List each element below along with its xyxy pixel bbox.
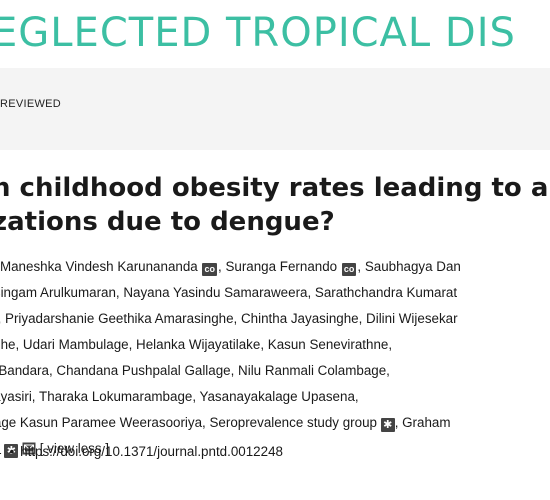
doi-line: 4 • https://doi.org/10.1371/journal.pntd.0… — [0, 444, 283, 459]
group-author-icon[interactable]: ✱ — [380, 418, 395, 432]
author-link[interactable]: , Maneshka Vindesh Karunananda — [0, 259, 198, 274]
journal-title[interactable]: EGLECTED TROPICAL DIS — [0, 10, 516, 56]
doi-link[interactable]: https://doi.org/10.1371/journal.pntd.001… — [20, 444, 283, 459]
publication-date: 4 — [0, 444, 1, 459]
author-line: co , Maneshka Vindesh Karunananda co, Sur… — [0, 254, 550, 280]
author-line: vige ✱ [ view less ] — [0, 436, 550, 462]
asterisk-icon[interactable]: ✱ — [4, 444, 19, 458]
author-line[interactable]: ajasingam Arulkumaran, Nayana Yasindu Sa… — [0, 285, 458, 300]
corresponding-author-badge[interactable]: co — [341, 263, 357, 276]
author-link[interactable]: vige — [0, 441, 1, 456]
author-link[interactable]: nalage Kasun Paramee Weerasooriya, Serop… — [0, 415, 377, 430]
author-link[interactable]: , Saubhagya Dan — [357, 259, 461, 274]
separator-dot: • — [9, 444, 15, 459]
author-list: co , Maneshka Vindesh Karunananda co, Sur… — [0, 254, 550, 462]
email-icon[interactable] — [22, 442, 36, 455]
author-line[interactable]: Udayasiri, Tharaka Lokumarambage, Yasana… — [0, 389, 359, 404]
peer-reviewed-label: -REVIEWED — [0, 98, 62, 110]
author-link[interactable]: , Graham — [394, 415, 451, 430]
view-less-link[interactable]: [ view less ] — [39, 441, 109, 456]
author-line: nalage Kasun Paramee Weerasooriya, Serop… — [0, 410, 550, 436]
corresponding-author-badge[interactable]: co — [202, 263, 217, 276]
author-link[interactable]: , Suranga Fernando — [218, 259, 338, 274]
author-line[interactable]: esh, Priyadarshanie Geethika Amarasinghe… — [0, 311, 458, 326]
journal-header: EGLECTED TROPICAL DIS — [0, 0, 550, 68]
article-type-band — [0, 68, 550, 150]
author-line[interactable]: tha Bandara, Chandana Pushpalal Gallage,… — [0, 363, 390, 378]
article-title-line-1: n childhood obesity rates leading to an — [0, 173, 550, 203]
article-title-line-2: zations due to dengue? — [0, 207, 335, 237]
author-line[interactable]: singhe, Udari Mambulage, Helanka Wijayat… — [0, 337, 393, 352]
article-title: n childhood obesity rates leading to an … — [0, 171, 550, 239]
